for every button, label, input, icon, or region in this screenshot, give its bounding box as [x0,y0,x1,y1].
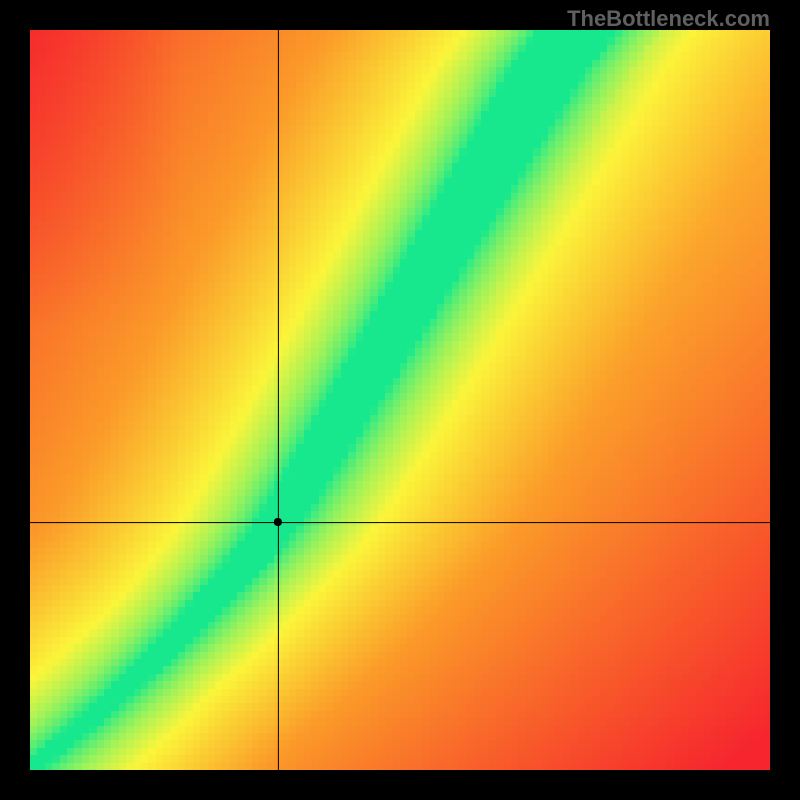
heatmap-canvas [30,30,770,770]
plot-area [30,30,770,770]
chart-container: TheBottleneck.com [0,0,800,800]
watermark: TheBottleneck.com [567,6,770,32]
